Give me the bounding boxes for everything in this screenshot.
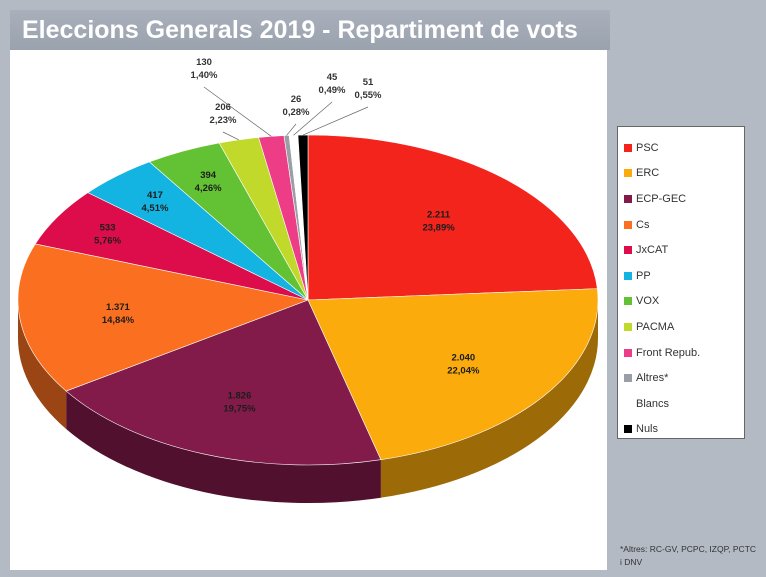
legend-swatch [624, 271, 632, 280]
data-label-value: 394 [200, 170, 217, 181]
legend-item: Front Repub. [618, 340, 744, 366]
leader-line [302, 106, 369, 136]
legend-swatch [624, 194, 632, 203]
legend-label: PP [636, 269, 651, 282]
legend-item: Altres* [618, 365, 744, 391]
pie-side-erc [380, 300, 598, 498]
legend-swatch [624, 297, 632, 306]
pie-slice-ecp-gec [65, 299, 382, 466]
legend-item: Nuls [618, 417, 744, 443]
legend-item: ERC [618, 161, 744, 187]
data-labels: 2.211 23,89% 2.040 22,04% 1.826 19,75% 1.371 14… [94, 57, 480, 415]
data-label: 2.211 23,89% [422, 209, 455, 233]
legend-item: PP [618, 263, 744, 289]
leader-line [203, 86, 272, 137]
data-label-value: 206 [215, 102, 231, 113]
data-label-value: 45 [327, 72, 338, 83]
data-label: 1.826 19,75% [223, 391, 256, 415]
data-label-percent: 0,28% [283, 107, 310, 118]
legend-item: ECP-GEC [618, 186, 744, 212]
data-label-percent: 1,40% [191, 70, 218, 81]
legend-item: VOX [618, 289, 744, 315]
data-label-value: 2.040 [451, 353, 475, 364]
legend: PSC ERC ECP-GEC Cs JxCAT PP VOX PACMA Front Repu… [617, 126, 745, 439]
legend-item: JxCAT [618, 237, 744, 263]
data-label-percent: 23,89% [422, 222, 455, 233]
data-label-percent: 2,23% [210, 115, 237, 126]
leader-line [293, 101, 333, 136]
legend-label: Altres* [636, 372, 669, 385]
data-label-value: 130 [196, 57, 212, 68]
legend-swatch [624, 425, 632, 434]
legend-item: Blancs [618, 391, 744, 417]
pie-slice-cs [17, 243, 310, 392]
data-label-value: 1.826 [228, 391, 252, 402]
data-label: 206 2,23% [210, 102, 237, 126]
data-label-percent: 0,55% [355, 90, 382, 101]
data-label: 130 1,40% [191, 57, 218, 81]
legend-swatch [624, 399, 632, 408]
data-label: 417 4,51% [141, 190, 168, 214]
legend-swatch [624, 220, 632, 229]
pie-side-cs [18, 300, 67, 430]
legend-label: JxCAT [636, 244, 669, 257]
pie-slice-erc [307, 288, 599, 461]
data-label: 2.040 22,04% [447, 353, 480, 377]
legend-swatch [624, 143, 632, 152]
legend-label: Front Repub. [636, 346, 701, 359]
data-label-percent: 0,49% [319, 85, 346, 96]
data-label-percent: 4,26% [195, 183, 222, 194]
data-label-value: 51 [363, 77, 374, 88]
data-label-percent: 4,51% [141, 203, 168, 214]
leader-line [286, 123, 297, 136]
legend-label: Nuls [636, 423, 659, 436]
chart-title: Eleccions Generals 2019 - Repartiment de… [10, 10, 610, 50]
data-label: 394 4,26% [195, 170, 222, 194]
legend-label: PACMA [636, 320, 675, 333]
data-label-percent: 5,76% [94, 236, 121, 247]
legend-label: Cs [636, 218, 650, 231]
legend-item: PACMA [618, 314, 744, 340]
data-label-value: 417 [147, 190, 163, 201]
legend-label: ERC [636, 167, 660, 180]
pie-side-ecp-gec [66, 391, 381, 503]
pie-slice-psc [307, 134, 598, 301]
legend-swatch [624, 374, 632, 383]
legend-swatch [624, 246, 632, 255]
data-label-value: 2.211 [427, 209, 451, 220]
data-label-value: 533 [100, 223, 116, 234]
pie-side-group [18, 300, 598, 503]
leader-line [222, 131, 239, 141]
legend-label: ECP-GEC [636, 192, 687, 205]
data-label: 533 5,76% [94, 223, 121, 247]
legend-swatch [624, 322, 632, 331]
legend-label: VOX [636, 295, 660, 308]
data-label-percent: 14,84% [102, 315, 135, 326]
pie-chart: 2.211 23,89% 2.040 22,04% 1.826 19,75% 1.371 14… [17, 57, 599, 503]
plot-area: 2.211 23,89% 2.040 22,04% 1.826 19,75% 1.371 14… [10, 50, 607, 570]
legend-item: PSC [618, 135, 744, 161]
legend-swatch [624, 348, 632, 357]
data-label: 1.371 14,84% [102, 302, 135, 326]
legend-swatch [624, 169, 632, 178]
legend-label: PSC [636, 141, 659, 154]
data-label: 51 0,55% [355, 77, 382, 101]
data-label-value: 1.371 [106, 302, 130, 313]
legend-label: Blancs [636, 397, 670, 410]
footnote: *Altres: RC-GV, PCPC, IZQP, PCTC i DNV [620, 544, 757, 567]
data-label: 45 0,49% [319, 72, 346, 96]
pie-top-group [17, 134, 599, 466]
data-label-value: 26 [291, 94, 302, 105]
data-label-percent: 19,75% [223, 404, 256, 415]
data-label-percent: 22,04% [447, 366, 480, 377]
legend-item: Cs [618, 212, 744, 238]
data-label: 26 0,28% [283, 94, 310, 118]
